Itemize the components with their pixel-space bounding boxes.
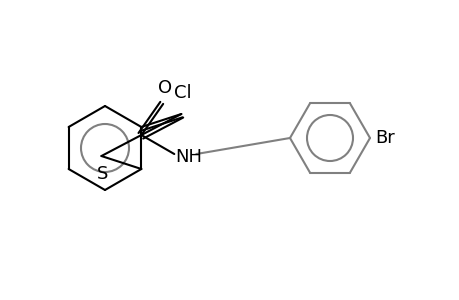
Text: O: O xyxy=(158,79,172,97)
Text: NH: NH xyxy=(175,148,202,166)
Text: S: S xyxy=(96,165,108,183)
Text: Cl: Cl xyxy=(173,84,190,102)
Text: Br: Br xyxy=(374,129,394,147)
